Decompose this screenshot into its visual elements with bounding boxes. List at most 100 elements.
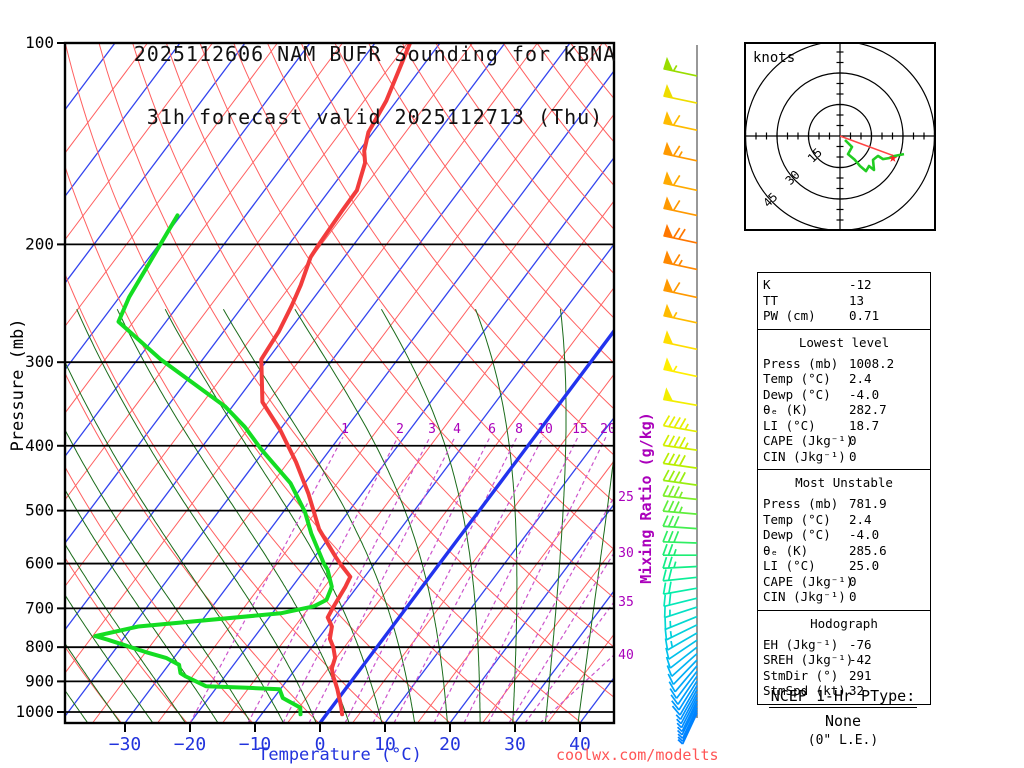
wind-barb xyxy=(663,111,698,132)
wind-barb xyxy=(668,665,698,693)
stats-section-most-unstable: Most Unstable Press (mb) 781.9 Temp (°C) 2.4… xyxy=(758,469,930,610)
mixing-ratio-lines xyxy=(189,436,615,724)
wind-barb xyxy=(663,303,698,324)
pressure-tick-600: 600 xyxy=(25,554,54,573)
table-row-label: SREH (Jkg⁻¹) xyxy=(763,652,854,667)
table-row-label: PW (cm) xyxy=(763,308,816,323)
table-row-value: -76 xyxy=(849,636,872,652)
table-row-label: CIN (Jkg⁻¹) xyxy=(763,448,846,464)
table-row: CIN (Jkg⁻¹) 0 xyxy=(763,449,925,465)
wind-barb xyxy=(677,707,698,740)
wind-barb xyxy=(677,710,698,742)
wind-barb xyxy=(666,652,698,677)
storm-motion-star-icon: ★ xyxy=(888,148,897,166)
table-row: θₑ (K) 285.6 xyxy=(763,543,925,559)
table-row-label: Dewp (°C) xyxy=(763,527,831,542)
title-line2: 31h forecast valid 2025112713 (Thu) xyxy=(146,105,604,129)
table-row: Press (mb) 1008.2 xyxy=(763,356,925,372)
wind-barb xyxy=(662,415,698,433)
temp-tick-40: 40 xyxy=(569,734,591,755)
table-row: θₑ (K) 282.7 xyxy=(763,402,925,418)
table-row: LI (°C) 25.0 xyxy=(763,558,925,574)
wind-barb xyxy=(675,689,698,721)
pressure-tick-300: 300 xyxy=(25,352,54,371)
table-row: StmDir (°) 291 xyxy=(763,668,925,684)
pressure-tick-800: 800 xyxy=(25,637,54,656)
pressure-tick-200: 200 xyxy=(25,234,54,253)
wind-barb xyxy=(663,56,698,77)
wind-barb xyxy=(663,593,698,608)
table-row-value: 2.4 xyxy=(849,511,872,527)
mixing-ratio-tick-2: 2 xyxy=(396,422,404,437)
table-row-value: 1008.2 xyxy=(849,355,895,371)
wind-barb xyxy=(662,484,698,501)
dry-adiabat-lines xyxy=(65,43,614,723)
moist-adiabat-lines xyxy=(65,308,614,723)
temp-tick--10: −10 xyxy=(239,734,272,755)
table-row: PW (cm) 0.71 xyxy=(763,308,925,324)
wind-barb xyxy=(662,452,698,469)
wind-barb xyxy=(662,530,698,544)
table-row-label: LI (°C) xyxy=(763,558,816,573)
table-row-value: -12 xyxy=(849,277,872,292)
table-row-value: 0 xyxy=(849,448,857,464)
wind-barb xyxy=(662,568,698,582)
table-row-label: CAPE (Jkg⁻¹) xyxy=(763,573,854,589)
table-row: SREH (Jkg⁻¹) -42 xyxy=(763,652,925,668)
table-row: StmSpd (kt) 32 xyxy=(763,683,925,699)
wind-barb xyxy=(663,330,698,351)
table-row-value: 0.71 xyxy=(849,308,880,323)
wind-barb xyxy=(662,434,698,451)
table-row-label: LI (°C) xyxy=(763,417,816,433)
stats-section-title: Most Unstable xyxy=(795,475,893,490)
ptype-detail: (0" L.E.) xyxy=(807,733,879,748)
table-row: CIN (Jkg⁻¹) 0 xyxy=(763,589,925,605)
watermark-link[interactable]: coolwx.com/modelts xyxy=(556,746,719,764)
table-row-value: 13 xyxy=(849,292,865,308)
stats-section-lowest-level: Lowest level Press (mb) 1008.2 Temp (°C) 2.4… xyxy=(758,328,930,470)
stats-section-hodograph: Hodograph EH (Jkg⁻¹) -76 SREH (Jkg⁻¹) -42 Stm… xyxy=(758,609,930,704)
table-row-value: 0 xyxy=(849,573,857,589)
temp-tick-20: 20 xyxy=(439,734,461,755)
temp-tick-30: 30 xyxy=(504,734,526,755)
table-row-value: 291 xyxy=(849,667,872,683)
wind-barb xyxy=(664,624,698,641)
ptype-title: NCEP 1-Hr PType: xyxy=(768,687,918,708)
temperature-axis-label: Temperature (°C) xyxy=(258,745,422,765)
temp-tick--30: −30 xyxy=(109,734,142,755)
table-row-value: 2.4 xyxy=(849,371,872,386)
table-row-label: TT xyxy=(763,292,779,308)
table-row: Temp (°C) 2.4 xyxy=(763,371,925,387)
stats-table: K -12 TT 13 PW (cm) 0.71 Lowest level Press (m… xyxy=(757,272,931,705)
wind-barb xyxy=(676,693,698,725)
table-row: EH (Jkg⁻¹) -76 xyxy=(763,637,925,653)
page-title: 2025112606 NAM BUFR Sounding for KBNA 31… xyxy=(80,2,670,170)
table-row: Dewp (°C) -4.0 xyxy=(763,527,925,543)
table-row: Press (mb) 781.9 xyxy=(763,496,925,512)
wind-barb xyxy=(663,357,698,378)
mixing-ratio-tick-15: 15 xyxy=(572,422,588,437)
plot-border xyxy=(63,41,616,725)
wind-barb xyxy=(663,605,698,619)
temp-tick-10: 10 xyxy=(374,734,396,755)
wind-barb xyxy=(662,500,698,515)
table-row-value: 0 xyxy=(849,433,857,448)
table-row-label: θₑ (K) xyxy=(763,542,809,558)
table-row: Dewp (°C) -4.0 xyxy=(763,387,925,403)
mixing-ratio-tick-35: 35 xyxy=(618,595,634,610)
table-row-label: Dewp (°C) xyxy=(763,386,831,402)
table-row-label: Press (mb) xyxy=(763,496,839,511)
mixing-ratio-tick-20: 20 xyxy=(600,422,616,437)
mixing-ratio-tick-30: 30 xyxy=(618,546,634,561)
mixing-ratio-tick-1: 1 xyxy=(341,422,349,437)
table-row: CAPE (Jkg⁻¹) 0 xyxy=(763,574,925,590)
wind-barb xyxy=(662,469,698,486)
stats-indices-section: K -12 TT 13 PW (cm) 0.71 xyxy=(758,273,930,329)
table-row: K -12 xyxy=(763,277,925,293)
wind-barb xyxy=(676,697,698,729)
table-row-label: StmDir (°) xyxy=(763,667,839,683)
stats-section-title: Hodograph xyxy=(810,615,878,631)
